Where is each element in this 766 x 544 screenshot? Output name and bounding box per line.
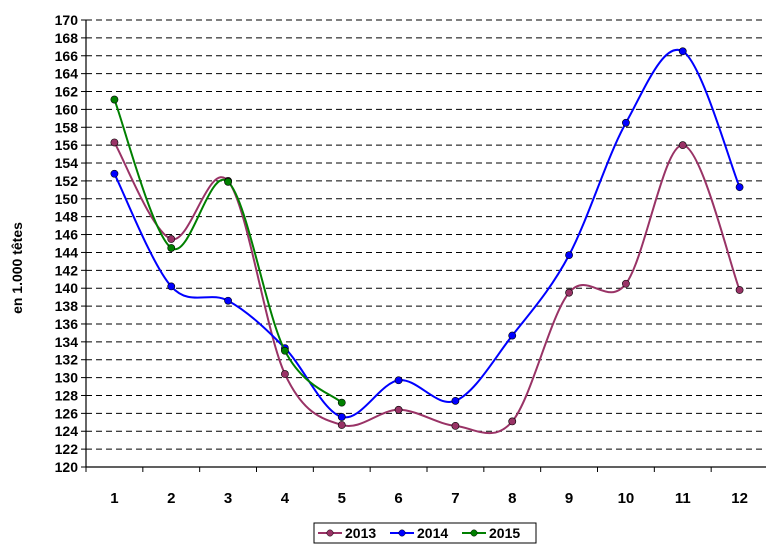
- y-tick-label: 134: [55, 334, 79, 350]
- data-point: [337, 413, 346, 421]
- data-point: [394, 376, 403, 385]
- x-axis-ticks: 1 2 3 4 5 6 7 8 9 10 11 12: [85, 467, 748, 507]
- data-point: [281, 346, 289, 355]
- x-tick-label: 4: [281, 490, 290, 507]
- y-tick-label: 120: [55, 459, 79, 475]
- data-point: [508, 331, 517, 340]
- legend-label: 2015: [489, 525, 520, 541]
- legend-item: 2014: [390, 525, 448, 541]
- data-point: [281, 370, 289, 378]
- y-tick-label: 150: [55, 191, 79, 207]
- data-point: [167, 244, 176, 252]
- y-tick-label: 138: [55, 298, 79, 314]
- data-point: [451, 421, 460, 430]
- y-tick-label: 146: [55, 227, 79, 243]
- legend-box: [313, 522, 537, 544]
- x-tick-label: 11: [675, 490, 691, 507]
- data-point: [394, 405, 403, 414]
- y-tick-label: 132: [55, 352, 79, 368]
- x-tick-label: 6: [394, 490, 402, 507]
- series-2014: [110, 47, 744, 421]
- data-point: [224, 177, 232, 186]
- x-tick-label: 12: [731, 490, 748, 507]
- data-point: [735, 183, 744, 192]
- x-tick-label: 9: [565, 490, 573, 507]
- legend: 2013 2014 2015: [313, 522, 537, 544]
- data-point: [110, 169, 119, 178]
- data-point: [678, 141, 687, 150]
- legend-item: 2015: [462, 525, 520, 541]
- y-tick-label: 164: [55, 66, 79, 82]
- legend-marker: [470, 529, 478, 537]
- y-tick-label: 140: [55, 280, 79, 296]
- axes: [85, 20, 766, 468]
- y-tick-label: 152: [55, 173, 79, 189]
- data-point: [224, 296, 232, 305]
- x-tick-label: 7: [451, 490, 459, 507]
- y-tick-label: 126: [55, 405, 79, 421]
- x-tick-label: 1: [110, 490, 118, 507]
- y-tick-label: 158: [55, 119, 79, 135]
- data-point: [451, 396, 460, 405]
- y-tick-label: 170: [55, 12, 79, 28]
- data-point: [110, 95, 119, 104]
- data-point: [337, 421, 346, 429]
- data-point: [565, 288, 573, 297]
- x-tick-label: 8: [508, 490, 516, 507]
- data-point: [337, 398, 346, 407]
- data-point: [167, 235, 176, 243]
- y-tick-label: 156: [55, 137, 79, 153]
- y-tick-label: 136: [55, 316, 79, 332]
- data-point: [167, 282, 176, 291]
- y-tick-label: 166: [55, 48, 79, 64]
- series-line: [113, 48, 741, 419]
- series-lines: [110, 47, 744, 435]
- data-point: [508, 417, 517, 426]
- y-axis-ticks: 1201221241261281301321341361381401421441…: [55, 12, 86, 475]
- x-tick-label: 10: [618, 490, 635, 507]
- data-point: [622, 279, 630, 288]
- x-tick-label: 5: [338, 490, 346, 507]
- y-tick-label: 124: [55, 423, 79, 439]
- legend-label: 2014: [417, 525, 448, 541]
- y-tick-label: 168: [55, 30, 79, 46]
- data-point: [678, 47, 687, 56]
- y-axis-label: en 1.000 têtes: [9, 222, 25, 314]
- y-tick-label: 130: [55, 370, 79, 386]
- y-tick-label: 122: [55, 441, 79, 457]
- legend-label: 2013: [345, 525, 376, 541]
- y-tick-label: 160: [55, 101, 79, 117]
- y-tick-label: 144: [55, 244, 79, 260]
- legend-item: 2013: [318, 525, 376, 541]
- data-point: [110, 138, 119, 147]
- x-tick-label: 3: [224, 490, 232, 507]
- y-tick-label: 142: [55, 262, 79, 278]
- legend-marker: [398, 529, 406, 537]
- series-2013: [110, 138, 744, 435]
- y-tick-label: 162: [55, 84, 79, 100]
- data-point: [622, 118, 630, 127]
- series-line: [113, 141, 741, 435]
- legend-marker: [326, 529, 334, 537]
- data-point: [735, 286, 744, 294]
- grid-lines: [86, 19, 766, 450]
- series-2015: [110, 95, 346, 407]
- y-tick-label: 128: [55, 387, 79, 403]
- y-tick-label: 148: [55, 209, 79, 225]
- y-tick-label: 154: [55, 155, 79, 171]
- x-tick-label: 2: [167, 490, 175, 507]
- data-point: [565, 251, 573, 260]
